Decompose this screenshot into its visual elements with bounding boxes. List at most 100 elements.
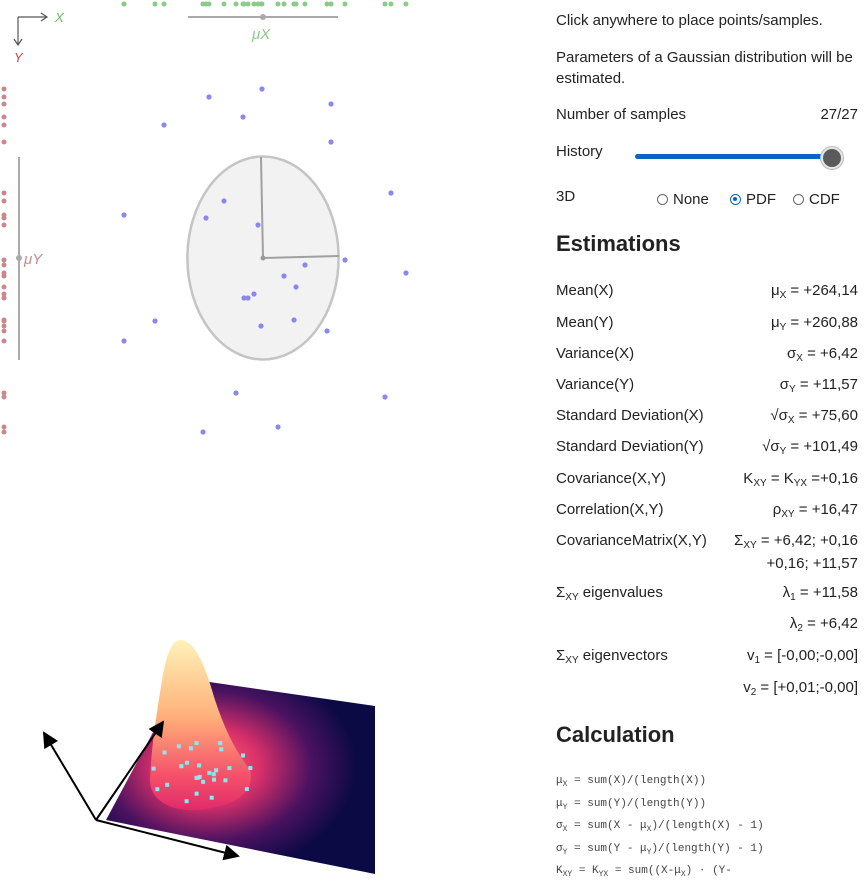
x-projection-point — [275, 1, 281, 7]
sample-point — [245, 295, 251, 301]
pdf-sample-marker — [227, 766, 232, 771]
pdf-sample-marker — [194, 775, 199, 780]
y-projection-point — [1, 101, 7, 107]
x-projections — [121, 1, 409, 7]
y-projection-point — [1, 122, 7, 128]
estimation-label: Standard Deviation(Y) — [556, 438, 704, 455]
mode-cdf-label: CDF — [809, 190, 840, 208]
pdf-sample-marker — [151, 766, 156, 771]
estimation-label: Standard Deviation(X) — [556, 407, 704, 424]
x-projection-point — [324, 1, 330, 7]
sample-point — [241, 295, 247, 301]
x-projection-point — [258, 1, 264, 7]
axis-arrow-up — [42, 731, 97, 821]
sample-point — [382, 394, 388, 400]
estimation-value: λ2 = +6,42 — [789, 615, 858, 634]
sample-point — [206, 94, 212, 100]
sample-point — [161, 122, 167, 128]
estimation-value: ΣXY = +6,42; +0,16 — [734, 532, 858, 551]
estimation-row: Variance(Y) σY = +11,57 — [556, 376, 858, 400]
estimation-value: σX = +6,42 — [787, 345, 858, 364]
sample-point — [221, 198, 227, 204]
pdf-sample-marker — [209, 795, 214, 800]
estimation-row: Mean(Y) μY = +260,88 — [556, 314, 858, 338]
y-projection-point — [1, 323, 7, 329]
sample-point — [259, 86, 265, 92]
estimation-row: +0,16; +11,57 — [556, 555, 858, 579]
estimation-row: CovarianceMatrix(X,Y) ΣXY = +6,42; +0,16 — [556, 532, 858, 556]
axis-x-label: X — [54, 10, 65, 25]
x-projection-point — [200, 1, 206, 7]
estimation-label: Covariance(X,Y) — [556, 470, 667, 487]
calculation-line: μY = sum(Y)/(length(Y)) — [556, 797, 707, 812]
estimation-value: μX = +264,14 — [770, 282, 858, 301]
y-projection-point — [1, 284, 7, 290]
sample-canvas[interactable]: X Y μX μY — [0, 0, 540, 887]
pdf-sample-marker — [212, 777, 217, 782]
pdf-sample-marker — [179, 764, 184, 769]
mode-none-radio[interactable]: None — [657, 189, 709, 209]
pdf-sample-marker — [219, 747, 224, 752]
x-projection-point — [251, 1, 257, 7]
pdf-sample-marker — [201, 779, 206, 784]
history-label: History — [556, 143, 603, 160]
estimation-row: Mean(X) μX = +264,14 — [556, 282, 858, 306]
pdf-sample-marker — [197, 763, 202, 768]
pdf-sample-marker — [162, 750, 167, 755]
history-slider-thumb[interactable] — [821, 147, 843, 169]
mode-pdf-label: PDF — [746, 190, 776, 208]
mu-x-label: μX — [251, 26, 271, 43]
y-projection-point — [1, 139, 7, 145]
estimation-value: v1 = [-0,00;-0,00] — [746, 647, 858, 666]
y-projection-point — [1, 190, 7, 196]
radio-circle-icon — [657, 193, 668, 205]
pdf-sample-marker — [188, 746, 193, 751]
intro-text-1: Click anywhere to place points/samples. — [556, 12, 823, 29]
sample-point — [328, 139, 334, 145]
pdf-sample-marker — [214, 768, 219, 773]
estimation-row: Covariance(X,Y) KXY = KYX =+0,16 — [556, 470, 858, 494]
axis-arrow-right — [95, 819, 240, 861]
estimation-value: ρXY = +16,47 — [772, 501, 858, 520]
estimation-value: v2 = [+0,01;-0,00] — [743, 679, 858, 698]
sample-point — [121, 338, 127, 344]
x-projection-point — [221, 1, 227, 7]
sample-point — [200, 429, 206, 435]
y-projection-point — [1, 394, 7, 400]
estimation-value: KXY = KYX =+0,16 — [743, 470, 858, 489]
x-projection-point — [302, 1, 308, 7]
calculation-line: σY = sum(Y - μY)/(length(Y) - 1) — [556, 842, 764, 857]
mode-pdf-radio[interactable]: PDF — [730, 189, 776, 209]
x-projection-point — [161, 1, 167, 7]
x-projection-point — [291, 1, 297, 7]
sample-point — [403, 270, 409, 276]
mode-label: 3D — [556, 188, 576, 205]
estimation-label: Mean(X) — [556, 282, 614, 299]
y-projection-point — [1, 86, 7, 92]
x-projection-point — [121, 1, 127, 7]
axis-arrow-mid — [95, 720, 165, 821]
mode-row: 3D — [556, 188, 858, 212]
calculation-line: μX = sum(X)/(length(X)) — [556, 775, 707, 789]
sample-point — [152, 318, 158, 324]
estimation-label: Mean(Y) — [556, 314, 614, 331]
y-projection-point — [1, 429, 7, 435]
pdf-3d-plot — [42, 640, 375, 874]
sample-point — [302, 262, 308, 268]
pdf-sample-marker — [244, 787, 249, 792]
estimation-row: Standard Deviation(X) √σX = +75,60 — [556, 407, 858, 431]
pdf-sample-marker — [165, 782, 170, 787]
mode-cdf-radio[interactable]: CDF — [793, 189, 840, 209]
sample-point — [258, 323, 264, 329]
history-slider[interactable] — [635, 154, 833, 159]
x-projection-point — [233, 1, 239, 7]
radio-circle-icon — [793, 193, 804, 205]
mu-y-label: μY — [23, 251, 43, 268]
y-projection-point — [1, 114, 7, 120]
sample-point — [324, 328, 330, 334]
calculation-line: σX = sum(X - μX)/(length(X) - 1) — [556, 820, 764, 834]
y-projection-point — [1, 198, 7, 204]
eigenvector-1 — [260, 156, 264, 259]
pdf-sample-marker — [248, 766, 253, 771]
estimation-row: v2 = [+0,01;-0,00] — [556, 679, 858, 703]
